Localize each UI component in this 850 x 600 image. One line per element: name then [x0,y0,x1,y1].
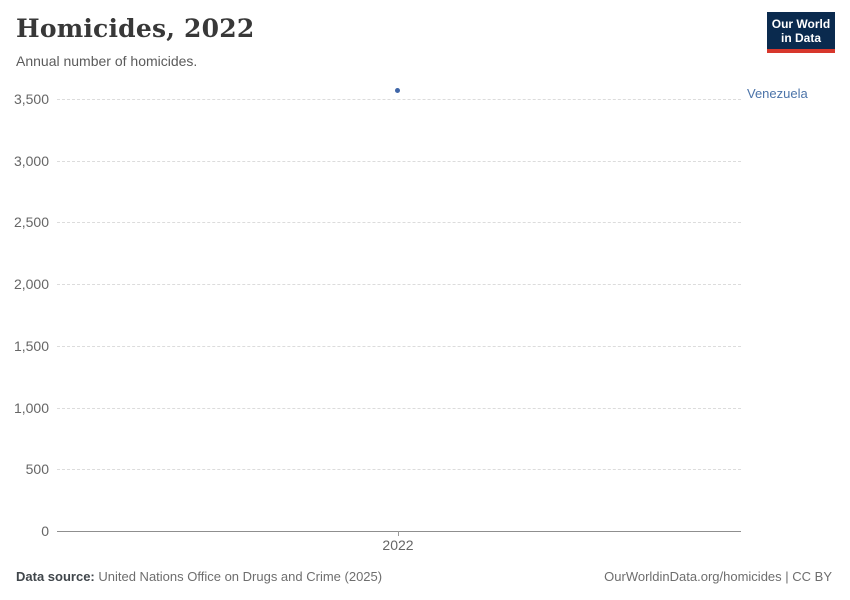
gridline [57,468,741,470]
x-tick-label: 2022 [382,537,414,553]
owid-logo[interactable]: Our World in Data [767,12,835,53]
gridline [57,345,741,347]
data-source-label: Data source: [16,569,95,584]
gridline-row-3500: 3,500 [0,89,741,109]
y-tick-label: 500 [25,461,49,477]
chart-subtitle: Annual number of homicides. [16,53,198,69]
gridline-row-0: 0 [0,521,741,541]
data-source-note: Data source: United Nations Office on Dr… [16,569,382,584]
x-axis-tick [398,531,399,536]
gridline [57,283,741,285]
data-source-text: United Nations Office on Drugs and Crime… [94,569,383,584]
owid-logo-line1: Our World [771,16,831,31]
gridline [57,407,741,409]
x-axis-line [57,530,741,532]
gridline [57,98,741,100]
y-tick-label: 1,500 [13,338,49,354]
license-link[interactable]: OurWorldinData.org/homicides | CC BY [604,569,832,584]
gridline-row-500: 500 [0,459,741,479]
entity-label-venezuela[interactable]: Venezuela [747,86,808,101]
owid-logo-line2: in Data [780,30,821,45]
y-tick-label: 3,500 [13,91,49,107]
gridline-row-2500: 2,500 [0,212,741,232]
gridline [57,221,741,223]
y-tick-label: 3,000 [13,153,49,169]
gridline-row-2000: 2,000 [0,274,741,294]
data-point-venezuela[interactable] [395,88,400,93]
page-title: Homicides, 2022 [16,14,255,43]
y-tick-label: 0 [41,523,49,539]
gridline [57,160,741,162]
gridline-row-1500: 1,500 [0,336,741,356]
y-tick-label: 2,500 [13,214,49,230]
gridline-row-3000: 3,000 [0,151,741,171]
gridline-row-1000: 1,000 [0,398,741,418]
y-tick-label: 1,000 [13,400,49,416]
y-tick-label: 2,000 [13,276,49,292]
